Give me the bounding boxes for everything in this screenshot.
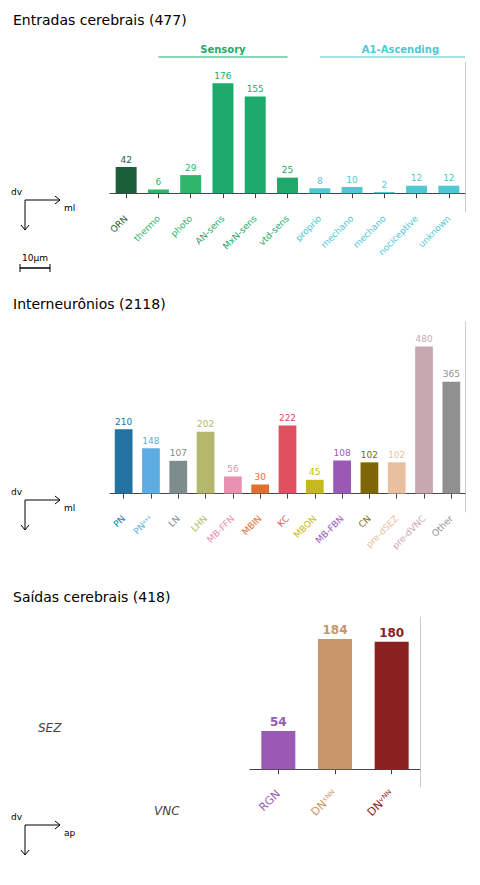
svg-text:RGN: RGN — [257, 787, 283, 813]
svg-text:DNᵛᴺᴺ: DNᵛᴺᴺ — [365, 787, 397, 819]
svg-text:AN-sens: AN-sens — [193, 213, 226, 246]
svg-text:365: 365 — [443, 369, 460, 379]
svg-text:176: 176 — [214, 71, 231, 81]
svg-text:210: 210 — [115, 417, 132, 427]
svg-text:184: 184 — [322, 623, 347, 637]
svg-text:nociceptive: nociceptive — [377, 213, 421, 257]
svg-text:148: 148 — [142, 436, 159, 446]
svg-text:54: 54 — [270, 715, 287, 729]
svg-text:PNᵃˢˢ: PNᵃˢˢ — [132, 513, 155, 536]
svg-text:thermo: thermo — [132, 213, 162, 243]
svg-text:ORN: ORN — [108, 213, 129, 234]
svg-text:PN: PN — [112, 513, 128, 529]
svg-text:pre-dSEZ: pre-dSEZ — [364, 513, 401, 550]
svg-text:107: 107 — [170, 448, 187, 458]
svg-text:42: 42 — [120, 155, 131, 165]
svg-text:pre-dVNC: pre-dVNC — [390, 513, 427, 550]
svg-text:MBON: MBON — [292, 513, 319, 540]
svg-text:2: 2 — [381, 180, 387, 190]
svg-text:proprio: proprio — [294, 213, 324, 243]
svg-text:VNC: VNC — [154, 804, 180, 818]
svg-text:25: 25 — [282, 165, 293, 175]
svg-text:480: 480 — [415, 334, 432, 344]
svg-text:102: 102 — [361, 450, 378, 460]
svg-text:Interneurônios (2118): Interneurônios (2118) — [13, 296, 166, 312]
svg-text:56: 56 — [227, 464, 239, 474]
svg-text:155: 155 — [247, 84, 264, 94]
svg-text:29: 29 — [185, 163, 197, 173]
svg-text:202: 202 — [197, 419, 214, 429]
svg-text:dv: dv — [11, 187, 23, 197]
svg-text:dv: dv — [11, 812, 23, 822]
svg-text:photo: photo — [169, 213, 194, 238]
svg-text:MBIN: MBIN — [240, 513, 264, 537]
svg-text:mechano: mechano — [351, 213, 388, 250]
svg-text:CN: CN — [357, 513, 373, 529]
svg-text:12: 12 — [443, 173, 454, 183]
svg-text:ap: ap — [64, 828, 76, 838]
svg-text:8: 8 — [317, 176, 323, 186]
svg-text:Saídas cerebrais (418): Saídas cerebrais (418) — [13, 589, 170, 605]
svg-text:MxN-sens: MxN-sens — [221, 213, 259, 251]
svg-text:12: 12 — [411, 173, 422, 183]
svg-text:10μm: 10μm — [22, 253, 48, 263]
svg-text:A1-Ascending: A1-Ascending — [362, 44, 439, 55]
svg-text:180: 180 — [379, 626, 404, 640]
svg-text:108: 108 — [334, 448, 351, 458]
svg-text:Sensory: Sensory — [200, 44, 246, 55]
svg-text:KC: KC — [276, 513, 291, 528]
svg-text:SEZ: SEZ — [38, 721, 62, 735]
svg-text:DNˢᴺᴺ: DNˢᴺᴺ — [308, 787, 339, 818]
svg-text:dv: dv — [11, 487, 23, 497]
svg-text:MB-FFN: MB-FFN — [205, 513, 236, 544]
svg-text:vtd-sens: vtd-sens — [257, 213, 291, 247]
svg-text:mechano: mechano — [319, 213, 356, 250]
svg-text:6: 6 — [156, 177, 162, 187]
svg-text:10: 10 — [346, 175, 358, 185]
svg-text:102: 102 — [388, 450, 405, 460]
svg-text:MB-FBN: MB-FBN — [314, 513, 346, 545]
svg-text:LN: LN — [166, 513, 181, 528]
svg-text:45: 45 — [309, 467, 320, 477]
svg-text:Other: Other — [430, 513, 455, 538]
svg-text:Entradas cerebrais (477): Entradas cerebrais (477) — [13, 12, 187, 28]
svg-text:30: 30 — [254, 472, 266, 482]
svg-text:222: 222 — [279, 413, 296, 423]
svg-text:unknown: unknown — [416, 213, 452, 249]
svg-text:ml: ml — [64, 503, 75, 513]
svg-text:ml: ml — [64, 203, 75, 213]
svg-text:LHN: LHN — [189, 513, 209, 533]
